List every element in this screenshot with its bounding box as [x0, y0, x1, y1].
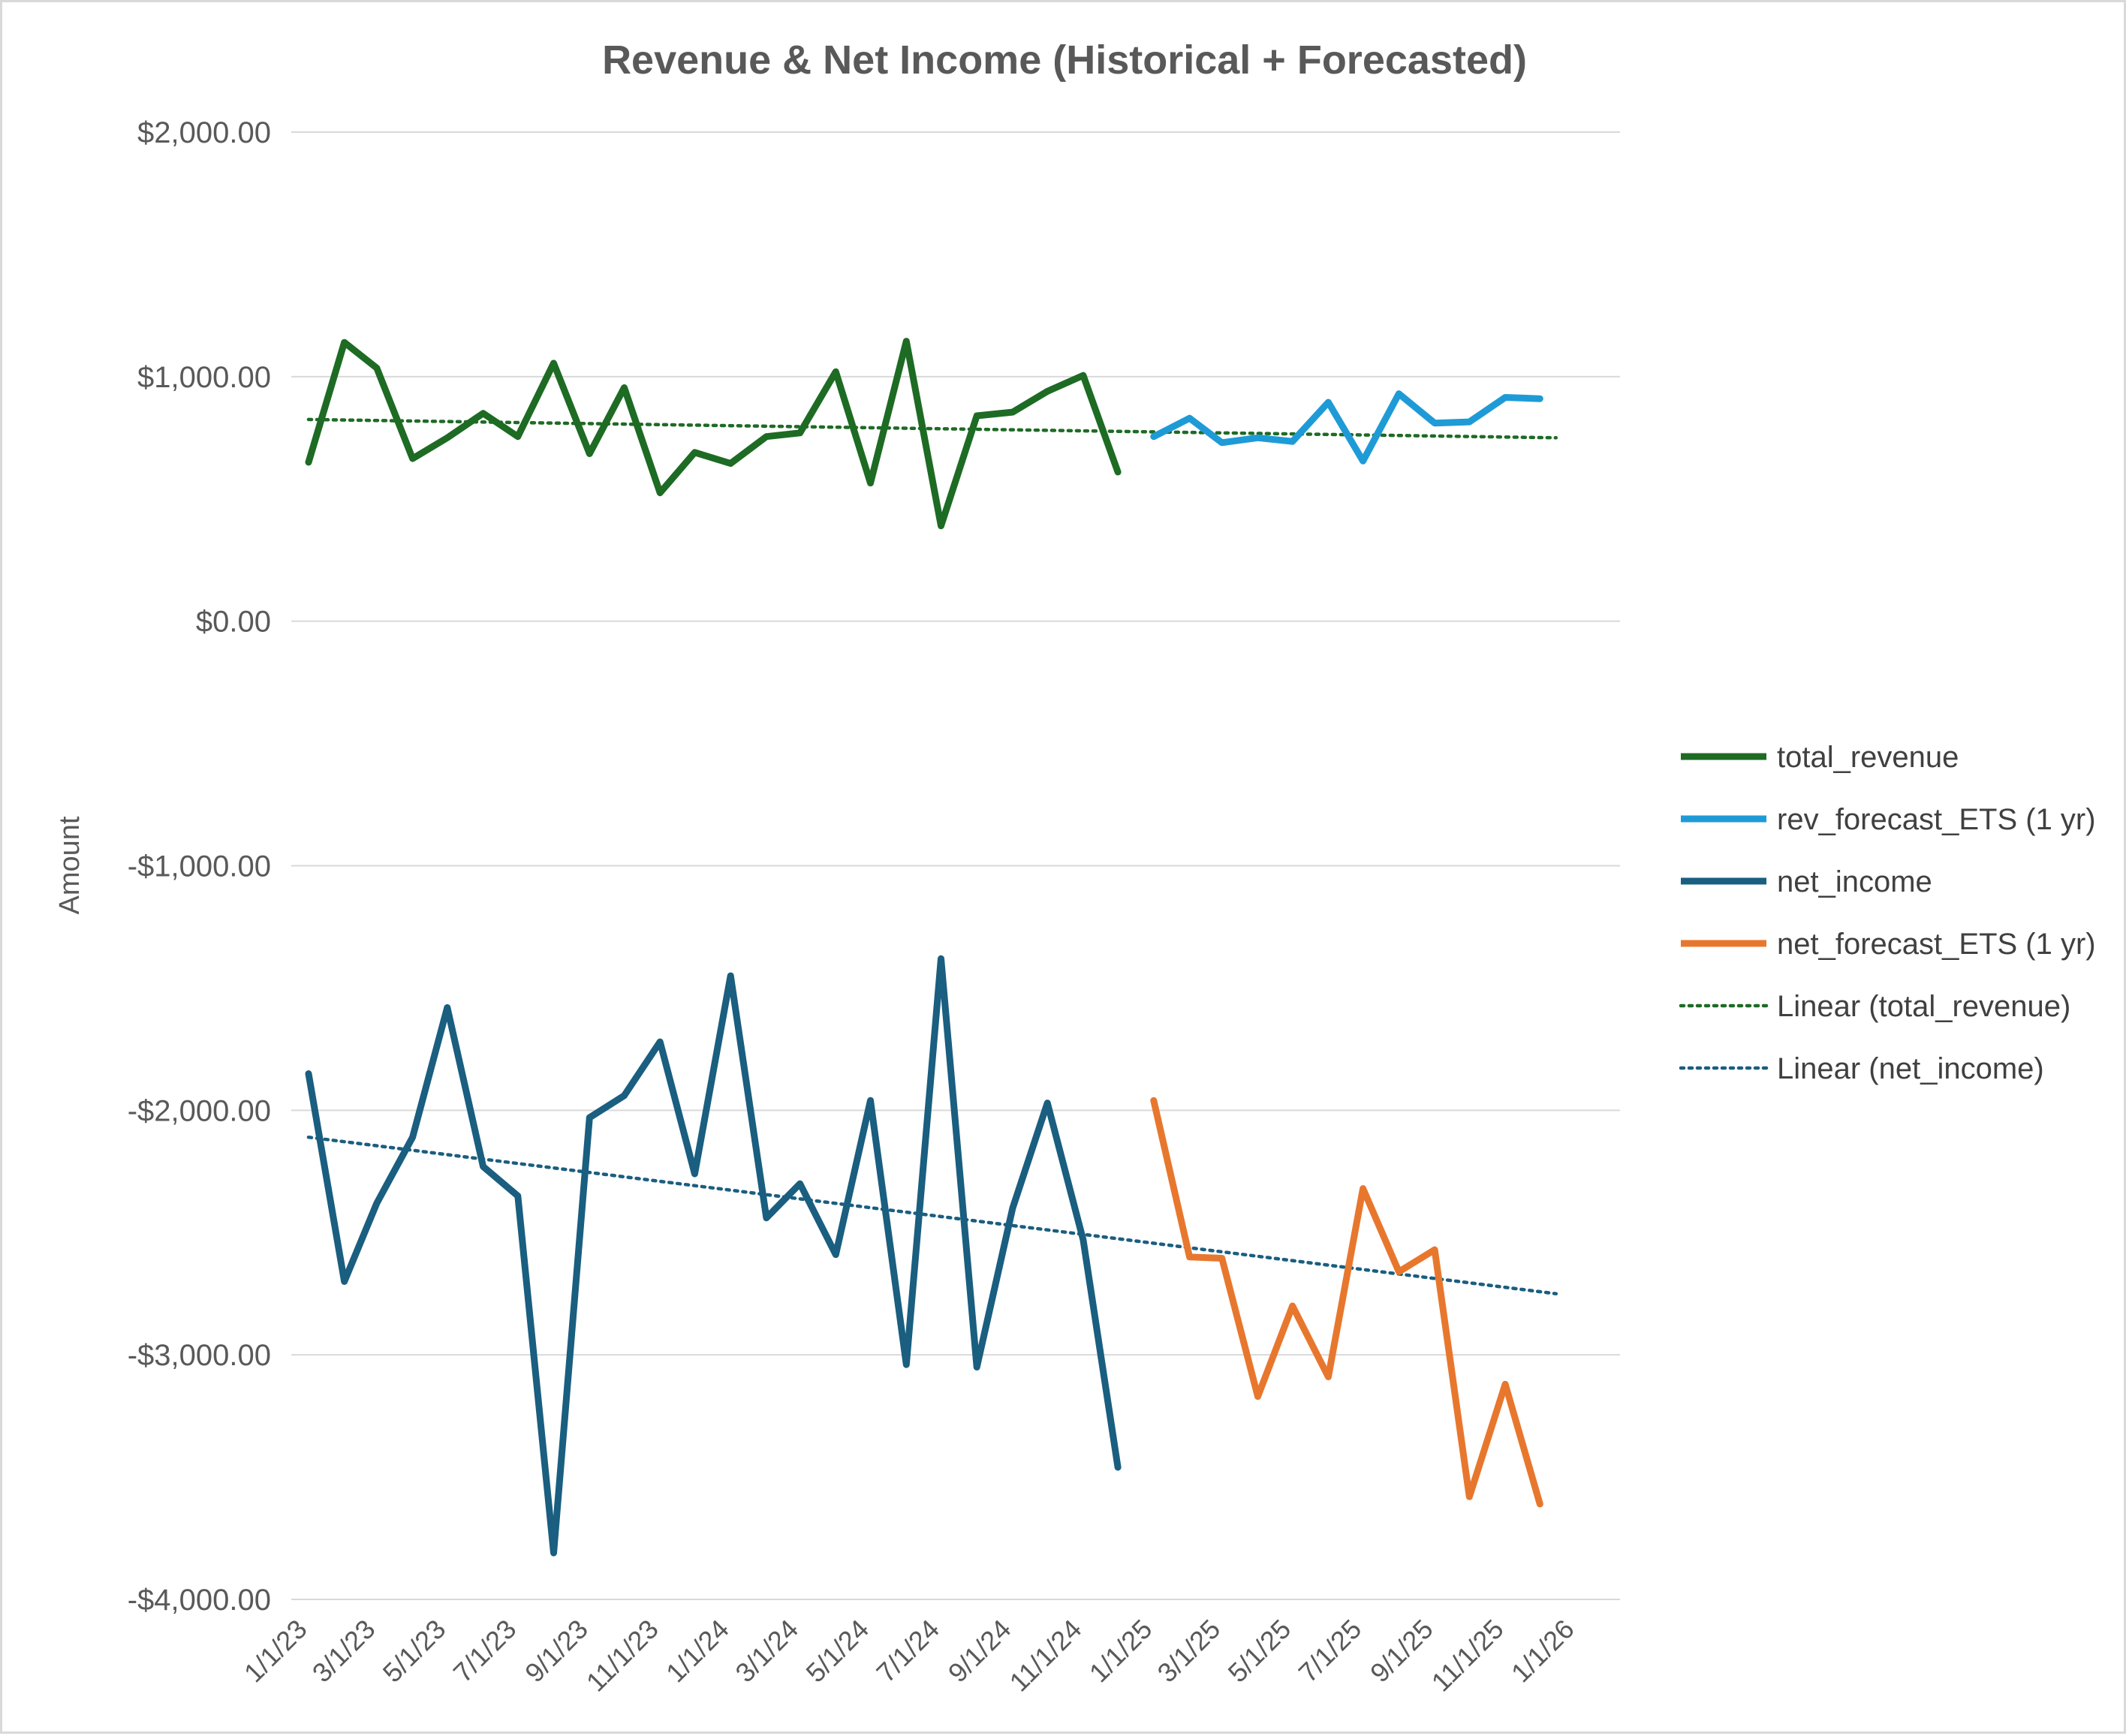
y-tick-label: -$3,000.00 [128, 1339, 271, 1372]
series-line-net-income [305, 955, 1122, 1557]
x-tick-label: 1/1/25 [1083, 1614, 1158, 1689]
x-tick-label: 5/1/23 [377, 1614, 452, 1689]
y-axis-label: Amount [54, 816, 86, 914]
series-lines [305, 338, 1558, 1557]
x-tick-label: 11/1/24 [1004, 1614, 1088, 1698]
y-tick-label: $2,000.00 [137, 116, 271, 149]
x-tick-label: 7/1/24 [870, 1614, 945, 1689]
y-tick-label: -$2,000.00 [128, 1094, 271, 1127]
legend-label: Linear (total_revenue) [1777, 990, 2070, 1023]
y-tick-label: -$4,000.00 [128, 1584, 271, 1617]
legend-label: net_income [1777, 865, 1932, 898]
y-tick-label: -$1,000.00 [128, 850, 271, 883]
y-tick-labels: $2,000.00 $1,000.00 $0.00 -$1,000.00 -$2,000… [128, 116, 271, 1617]
series-line-linear-net-income [306, 1135, 1558, 1295]
x-tick-label: 1/1/23 [238, 1614, 313, 1689]
x-tick-label: 3/1/25 [1152, 1614, 1227, 1689]
series-line-rev-forecast-ets-1-yr [1150, 390, 1543, 465]
x-tick-label: 11/1/25 [1426, 1614, 1510, 1698]
x-tick-label: 7/1/25 [1293, 1614, 1368, 1689]
series-line-net-forecast-ets-1-yr [1150, 1097, 1543, 1508]
series-line-total-revenue [305, 338, 1122, 530]
x-tick-labels: 1/1/233/1/235/1/237/1/239/1/2311/1/231/1… [238, 1614, 1580, 1698]
legend-label: Linear (net_income) [1777, 1052, 2044, 1085]
x-tick-label: 7/1/23 [447, 1614, 522, 1689]
legend-label: total_revenue [1777, 741, 1959, 774]
legend: total_revenue rev_forecast_ETS (1 yr) net_… [1679, 741, 2096, 1085]
y-tick-label: $0.00 [196, 606, 271, 639]
x-tick-label: 5/1/24 [800, 1614, 875, 1689]
x-tick-label: 3/1/24 [729, 1614, 804, 1689]
legend-label: net_forecast_ETS (1 yr) [1777, 928, 2096, 961]
x-tick-label: 11/1/23 [580, 1614, 664, 1698]
x-tick-label: 1/1/24 [660, 1614, 735, 1689]
x-tick-label: 5/1/25 [1222, 1614, 1297, 1689]
y-tick-label: $1,000.00 [137, 361, 271, 394]
legend-label: rev_forecast_ETS (1 yr) [1777, 803, 2096, 836]
x-tick-label: 1/1/26 [1505, 1614, 1580, 1689]
gridlines [291, 131, 1620, 1600]
x-tick-label: 3/1/23 [306, 1614, 381, 1689]
chart-title: Revenue & Net Income (Historical + Forec… [602, 38, 1527, 83]
